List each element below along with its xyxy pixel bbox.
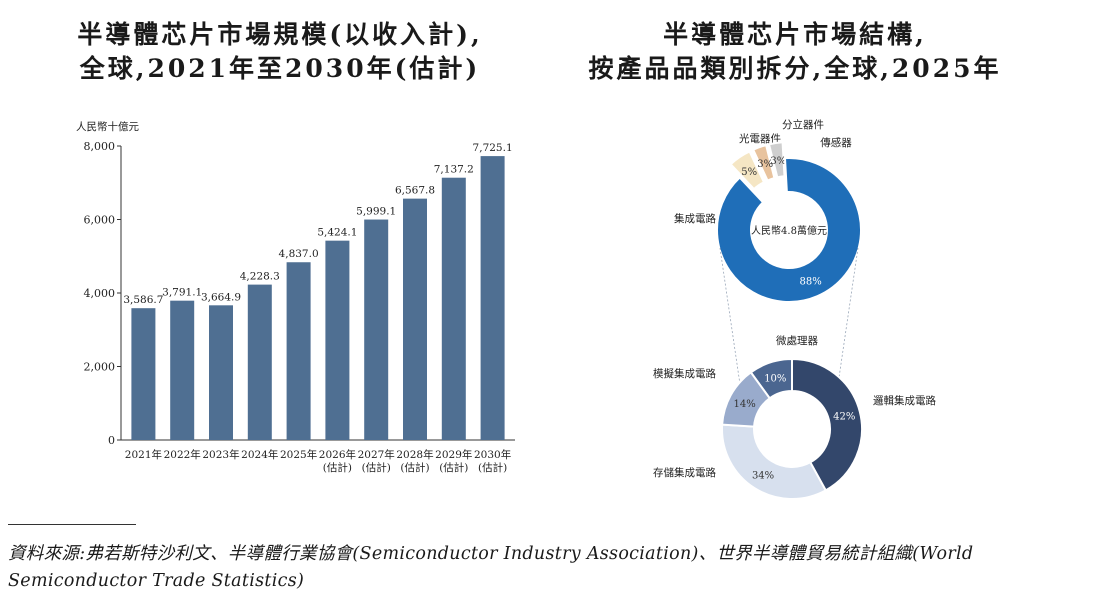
slice-集成電路 xyxy=(716,157,862,303)
y-tick-label: 6,000 xyxy=(84,214,116,227)
slice-pct-label: 88% xyxy=(800,277,822,288)
y-tick-label: 0 xyxy=(108,434,115,447)
slice-邏輯集成電路 xyxy=(791,357,863,492)
slice-存儲集成電路 xyxy=(721,423,828,500)
bar-2024年 xyxy=(247,284,272,440)
slice-傳感器 xyxy=(767,141,786,179)
slice-group xyxy=(721,423,828,500)
slice-category-label: 邏輯集成電路 xyxy=(873,394,936,407)
y-axis-label: 人民幣十億元 xyxy=(76,120,139,133)
left-title-line2: 全球,2021年至2030年(估計) xyxy=(79,54,481,83)
right-chart-title: 半導體芯片市場結構, 按產品品類別拆分,全球,2025年 xyxy=(560,18,1030,86)
connector-line-right xyxy=(835,247,859,399)
x-tick-label: 2025年 xyxy=(280,448,317,461)
right-title-line1: 半導體芯片市場結構, xyxy=(663,20,927,49)
slice-category-label: 傳感器 xyxy=(820,136,852,149)
bar-value-label: 4,837.0 xyxy=(279,248,319,260)
bar-2028年 xyxy=(403,198,427,440)
source-prefix: 資料來源: xyxy=(8,544,86,564)
slice-category-label: 存儲集成電路 xyxy=(653,466,716,479)
slice-category-label: 集成電路 xyxy=(674,212,716,225)
bar-value-label: 3,586.7 xyxy=(123,294,163,306)
bar-value-label: 4,228.3 xyxy=(240,271,280,283)
bar-2027年 xyxy=(364,219,389,440)
bar-2029年 xyxy=(441,177,466,441)
slice-group xyxy=(767,141,786,179)
slice-pct-label: 3% xyxy=(757,159,773,170)
slice-pct-label: 42% xyxy=(833,412,855,423)
slice-category-label: 模擬集成電路 xyxy=(653,367,716,380)
x-tick-label: 2024年 xyxy=(241,448,278,461)
left-title-line1: 半導體芯片市場規模(以收入計), xyxy=(77,20,483,49)
x-tick-label: 2022年 xyxy=(164,448,201,461)
slice-光電器件 xyxy=(729,150,766,191)
x-tick-label: 2028年 xyxy=(396,448,433,461)
slice-pct-label: 3% xyxy=(770,156,786,167)
x-tick-label: 2021年 xyxy=(125,448,162,461)
x-tick-sublabel: (估計) xyxy=(362,461,391,474)
slice-pct-label: 10% xyxy=(764,374,786,385)
slice-group xyxy=(751,143,776,182)
x-tick-label: 2029年 xyxy=(435,448,472,461)
source-divider xyxy=(8,524,136,525)
slice-模擬集成電路 xyxy=(721,370,772,428)
x-tick-label: 2026年 xyxy=(319,448,356,461)
slice-group xyxy=(729,150,766,191)
x-tick-sublabel: (估計) xyxy=(400,461,429,474)
slice-group xyxy=(721,370,772,428)
bar-2023年 xyxy=(209,305,233,440)
slice-分立器件 xyxy=(751,143,776,182)
x-tick-label: 2023年 xyxy=(202,448,239,461)
x-tick-label: 2027年 xyxy=(358,448,395,461)
slice-category-label: 微處理器 xyxy=(776,334,818,347)
left-chart-title: 半導體芯片市場規模(以收入計), 全球,2021年至2030年(估計) xyxy=(20,18,540,86)
bar-2022年 xyxy=(170,300,195,440)
source-text: 弗若斯特沙利文、半導體行業協會(Semiconductor Industry A… xyxy=(8,544,974,591)
donut-center-label: 人民幣4.8萬億元 xyxy=(751,224,827,237)
slice-pct-label: 14% xyxy=(734,399,756,410)
bar-value-label: 3,664.9 xyxy=(201,291,241,303)
x-tick-sublabel: (估計) xyxy=(323,461,352,474)
bar-value-label: 3,791.1 xyxy=(162,287,202,299)
bar-2021年 xyxy=(131,308,156,440)
bar-2025年 xyxy=(286,262,311,440)
y-tick-label: 8,000 xyxy=(84,140,116,153)
x-tick-sublabel: (估計) xyxy=(439,461,468,474)
slice-category-label: 分立器件 xyxy=(782,118,824,131)
y-tick-label: 2,000 xyxy=(84,361,116,374)
charts-canvas: 人民幣十億元 0 2,000 4,000 6,000 8,000 3,586.7 2021年 3… xyxy=(76,118,936,500)
slice-pct-label: 34% xyxy=(752,471,774,482)
bar-value-label: 7,137.2 xyxy=(434,164,474,176)
x-tick-sublabel: (估計) xyxy=(478,461,507,474)
bar-value-label: 7,725.1 xyxy=(473,142,513,154)
bar-2026年 xyxy=(325,240,350,440)
right-title-line2: 按產品品類別拆分,全球,2025年 xyxy=(588,54,1002,83)
bar-2030年 xyxy=(480,156,505,440)
slice-category-label: 光電器件 xyxy=(739,132,781,145)
connector-line-left xyxy=(719,247,743,399)
slice-group xyxy=(716,157,862,303)
y-tick-label: 4,000 xyxy=(84,287,116,300)
slice-group xyxy=(791,357,863,492)
bar-value-label: 5,424.1 xyxy=(317,227,357,239)
slice-pct-label: 5% xyxy=(741,167,757,178)
bar-value-label: 5,999.1 xyxy=(356,206,396,218)
source-note: 資料來源:弗若斯特沙利文、半導體行業協會(Semiconductor Indus… xyxy=(8,541,1098,595)
x-tick-label: 2030年 xyxy=(474,448,511,461)
bar-value-label: 6,567.8 xyxy=(395,185,435,197)
